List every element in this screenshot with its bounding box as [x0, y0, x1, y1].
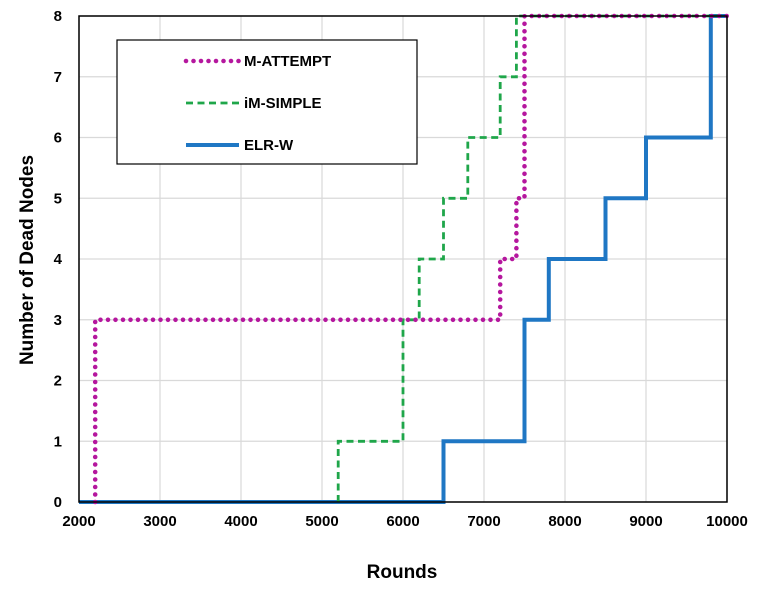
y-tick-labels: 0 1 2 3 4 5 6 7 8 [54, 8, 63, 511]
series-line-m-attempt [92, 13, 730, 505]
x-tick-labels: 2000 3000 4000 5000 6000 7000 8000 9000 10000 [62, 513, 748, 530]
series-line-im-simple [336, 14, 727, 502]
legend-label: iM-SIMPLE [244, 95, 322, 112]
legend: M-ATTEMPT iM-SIMPLE ELR-W [116, 39, 418, 165]
legend-label: M-ATTEMPT [244, 53, 331, 70]
x-tick-label: 7000 [467, 513, 500, 530]
series-layer [79, 13, 730, 505]
y-tick-label: 5 [54, 190, 62, 207]
y-tick-label: 3 [54, 312, 62, 329]
legend-label: ELR-W [244, 137, 294, 154]
legend-box [116, 39, 418, 165]
y-tick-label: 8 [54, 8, 62, 25]
plot-frame [78, 15, 728, 503]
x-tick-label: 10000 [706, 513, 748, 530]
series-line-elr-w [79, 14, 727, 504]
x-tick-label: 4000 [224, 513, 257, 530]
x-tick-label: 2000 [62, 513, 95, 530]
y-tick-label: 1 [54, 433, 62, 450]
x-axis-title: Rounds [367, 562, 438, 583]
y-tick-label: 6 [54, 130, 62, 147]
x-tick-label: 6000 [386, 513, 419, 530]
y-axis-title: Number of Dead Nodes [17, 155, 38, 365]
x-tick-label: 8000 [548, 513, 581, 530]
y-tick-label: 0 [54, 494, 62, 511]
y-tick-label: 2 [54, 373, 62, 390]
x-tick-label: 3000 [143, 513, 176, 530]
y-tick-label: 7 [54, 69, 62, 86]
x-tick-label: 9000 [629, 513, 662, 530]
x-tick-label: 5000 [305, 513, 338, 530]
y-tick-label: 4 [54, 251, 63, 268]
